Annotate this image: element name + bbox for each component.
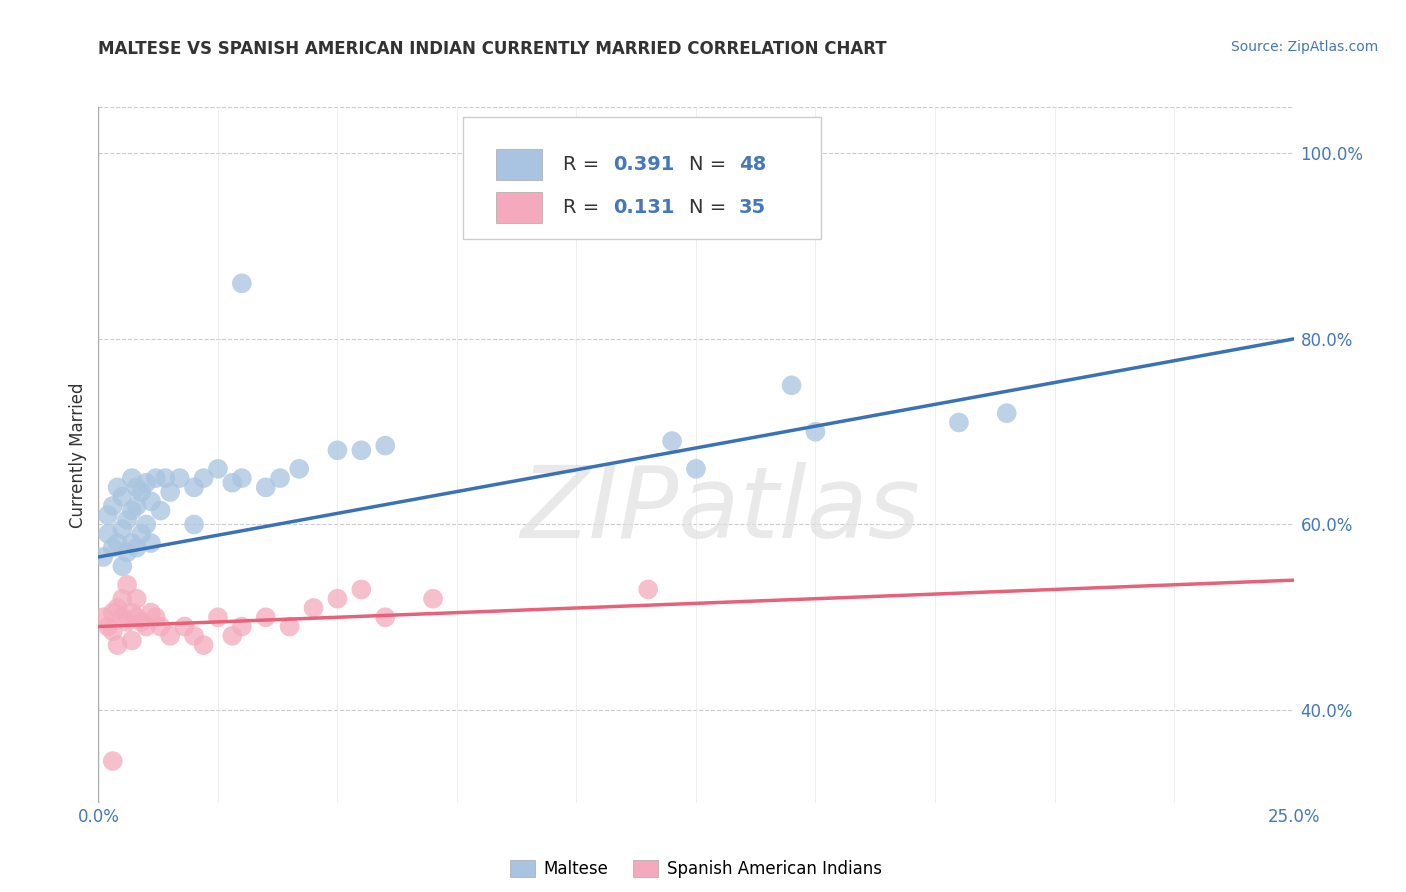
FancyBboxPatch shape bbox=[463, 118, 821, 239]
Point bbox=[125, 541, 148, 555]
Point bbox=[131, 615, 153, 629]
Point bbox=[193, 471, 215, 485]
Point bbox=[350, 582, 373, 597]
Point bbox=[183, 517, 205, 532]
Point bbox=[173, 619, 195, 633]
Point bbox=[111, 559, 134, 574]
Point bbox=[135, 619, 157, 633]
Point bbox=[91, 610, 114, 624]
Point bbox=[107, 601, 129, 615]
Point bbox=[254, 610, 277, 624]
Point bbox=[121, 471, 143, 485]
Legend: Maltese, Spanish American Indians: Maltese, Spanish American Indians bbox=[503, 854, 889, 885]
Point bbox=[107, 536, 129, 550]
Point bbox=[207, 462, 229, 476]
Point bbox=[948, 416, 970, 430]
Point bbox=[288, 462, 311, 476]
Point bbox=[159, 485, 181, 500]
Text: Source: ZipAtlas.com: Source: ZipAtlas.com bbox=[1230, 40, 1378, 54]
Text: N =: N = bbox=[689, 198, 733, 217]
Text: 0.131: 0.131 bbox=[613, 198, 675, 217]
Point bbox=[101, 541, 124, 555]
Point bbox=[111, 610, 134, 624]
Point bbox=[231, 619, 253, 633]
Y-axis label: Currently Married: Currently Married bbox=[69, 382, 87, 528]
Point bbox=[302, 601, 325, 615]
Point bbox=[139, 494, 162, 508]
Point bbox=[995, 406, 1018, 420]
Point bbox=[231, 277, 253, 291]
Point bbox=[221, 629, 243, 643]
Point bbox=[149, 619, 172, 633]
Point bbox=[101, 754, 124, 768]
Text: N =: N = bbox=[689, 155, 733, 174]
Point bbox=[107, 480, 129, 494]
Point bbox=[139, 606, 162, 620]
Point bbox=[115, 545, 138, 559]
Point bbox=[111, 591, 134, 606]
Point bbox=[183, 480, 205, 494]
Text: 35: 35 bbox=[740, 198, 766, 217]
Point bbox=[804, 425, 827, 439]
Point bbox=[121, 503, 143, 517]
Point bbox=[107, 638, 129, 652]
Text: R =: R = bbox=[564, 155, 606, 174]
Point bbox=[121, 536, 143, 550]
Point bbox=[111, 522, 134, 536]
Point bbox=[685, 462, 707, 476]
Point bbox=[159, 629, 181, 643]
Point bbox=[121, 633, 143, 648]
Point bbox=[121, 606, 143, 620]
Point bbox=[125, 480, 148, 494]
Point bbox=[97, 508, 120, 523]
Point bbox=[125, 591, 148, 606]
Point bbox=[135, 475, 157, 490]
Point bbox=[326, 591, 349, 606]
Point bbox=[183, 629, 205, 643]
Point bbox=[115, 615, 138, 629]
Text: R =: R = bbox=[564, 198, 606, 217]
Point bbox=[221, 475, 243, 490]
Point bbox=[169, 471, 191, 485]
Point bbox=[97, 526, 120, 541]
Point bbox=[101, 624, 124, 639]
Point bbox=[207, 610, 229, 624]
Point bbox=[149, 503, 172, 517]
Point bbox=[155, 471, 177, 485]
FancyBboxPatch shape bbox=[496, 192, 541, 223]
Point bbox=[637, 582, 659, 597]
Point bbox=[254, 480, 277, 494]
Text: ZIPatlas: ZIPatlas bbox=[520, 462, 920, 559]
Point bbox=[193, 638, 215, 652]
Point bbox=[125, 499, 148, 513]
Point bbox=[101, 499, 124, 513]
Point bbox=[91, 549, 114, 564]
Point bbox=[780, 378, 803, 392]
Point bbox=[350, 443, 373, 458]
FancyBboxPatch shape bbox=[496, 149, 541, 180]
Point bbox=[326, 443, 349, 458]
Point bbox=[374, 439, 396, 453]
Text: 48: 48 bbox=[740, 155, 766, 174]
Point bbox=[101, 606, 124, 620]
Point bbox=[661, 434, 683, 448]
Point bbox=[422, 591, 444, 606]
Point bbox=[231, 471, 253, 485]
Point bbox=[269, 471, 291, 485]
Point bbox=[135, 517, 157, 532]
Point bbox=[131, 485, 153, 500]
Text: MALTESE VS SPANISH AMERICAN INDIAN CURRENTLY MARRIED CORRELATION CHART: MALTESE VS SPANISH AMERICAN INDIAN CURRE… bbox=[98, 40, 887, 58]
Point bbox=[145, 610, 167, 624]
Text: 0.391: 0.391 bbox=[613, 155, 675, 174]
Point bbox=[97, 619, 120, 633]
Point bbox=[131, 526, 153, 541]
Point bbox=[115, 578, 138, 592]
Point bbox=[145, 471, 167, 485]
Point bbox=[115, 513, 138, 527]
Point bbox=[111, 490, 134, 504]
Point bbox=[278, 619, 301, 633]
Point bbox=[125, 610, 148, 624]
Point bbox=[139, 536, 162, 550]
Point bbox=[374, 610, 396, 624]
